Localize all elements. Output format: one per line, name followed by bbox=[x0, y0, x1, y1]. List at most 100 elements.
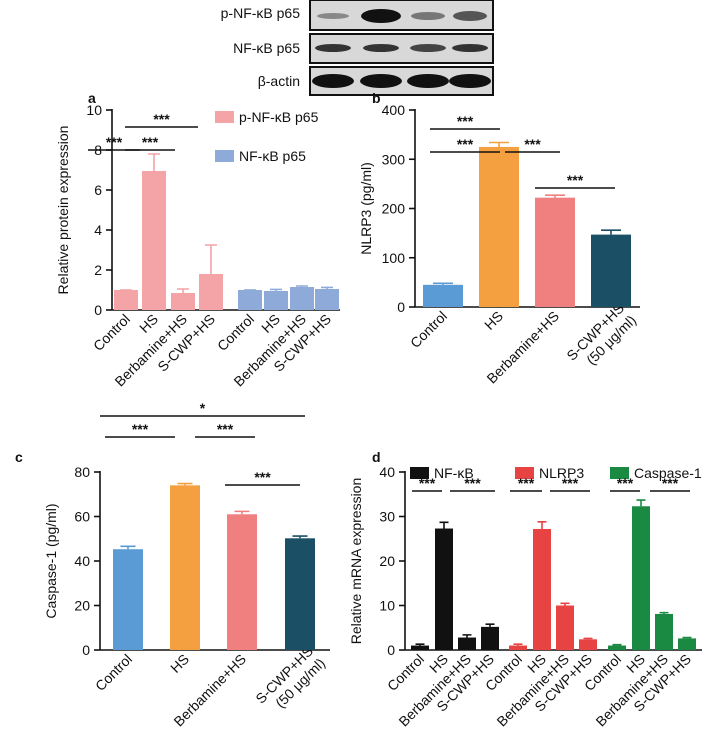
bar bbox=[227, 514, 257, 650]
blot-band bbox=[315, 44, 351, 52]
significance-label: *** bbox=[457, 136, 474, 152]
panel-label: b bbox=[372, 90, 381, 106]
legend-label: Caspase-1 bbox=[634, 465, 702, 481]
significance-label: *** bbox=[457, 113, 474, 129]
error-bar bbox=[583, 637, 593, 640]
error-bar bbox=[485, 623, 495, 627]
x-tick-label: S-CWP+HS(50 μg/ml) bbox=[563, 300, 639, 376]
blot-band bbox=[361, 9, 401, 23]
y-tick-label: 4 bbox=[94, 222, 102, 238]
bar bbox=[509, 645, 527, 650]
bar bbox=[579, 639, 597, 650]
y-tick-label: 100 bbox=[382, 250, 406, 266]
panel-label: a bbox=[88, 90, 96, 106]
bar bbox=[114, 290, 138, 310]
error-bar bbox=[415, 643, 425, 646]
error-bar bbox=[513, 643, 523, 646]
legend-label: p-NF-κB p65 bbox=[239, 109, 319, 125]
x-tick-label: Control bbox=[407, 308, 450, 351]
legend-label: NF-κB p65 bbox=[239, 148, 306, 164]
bar bbox=[608, 645, 626, 650]
error-bar bbox=[489, 141, 509, 147]
bar bbox=[655, 613, 673, 650]
y-tick-label: 10 bbox=[86, 102, 102, 118]
x-tick-label: S-CWP+HS(50 μg/ml) bbox=[252, 643, 328, 719]
error-bar bbox=[545, 194, 565, 198]
error-bar bbox=[682, 636, 692, 639]
bar bbox=[481, 626, 499, 650]
y-axis-title: Caspase-1 (pg/ml) bbox=[43, 503, 59, 618]
y-tick-label: 6 bbox=[94, 182, 102, 198]
blot-label: NF-κB p65 bbox=[233, 40, 300, 56]
legend-swatch bbox=[215, 150, 234, 162]
y-tick-label: 20 bbox=[74, 598, 90, 614]
bar bbox=[142, 171, 166, 310]
y-tick-label: 2 bbox=[94, 262, 102, 278]
bar bbox=[285, 538, 315, 650]
blot-label: β-actin bbox=[258, 73, 300, 89]
bar bbox=[199, 274, 223, 310]
significance-label: *** bbox=[153, 111, 170, 127]
bar bbox=[678, 638, 696, 650]
blot-band bbox=[452, 44, 488, 52]
bar bbox=[171, 293, 195, 310]
y-tick-label: 0 bbox=[94, 302, 102, 318]
legend-swatch bbox=[215, 111, 234, 123]
bar bbox=[591, 234, 631, 307]
bar bbox=[533, 528, 551, 650]
bar bbox=[632, 506, 650, 650]
significance-label: *** bbox=[567, 172, 584, 188]
bar bbox=[556, 605, 574, 650]
bar bbox=[435, 528, 453, 650]
error-bar bbox=[234, 510, 250, 515]
legend-swatch bbox=[610, 467, 629, 479]
x-tick-label: Control bbox=[92, 651, 135, 694]
error-bar bbox=[560, 602, 570, 606]
significance-label: * bbox=[200, 400, 206, 416]
error-bar bbox=[601, 229, 621, 235]
western-blot: p-NF-κB p65 NF-κB p65 β-actin bbox=[221, 0, 494, 96]
x-tick-label: Control bbox=[214, 311, 257, 354]
error-bar bbox=[433, 282, 453, 285]
significance-label: *** bbox=[464, 475, 481, 491]
bar bbox=[290, 287, 314, 310]
error-bar bbox=[321, 286, 333, 289]
significance-label: *** bbox=[254, 469, 271, 485]
error-bar bbox=[177, 288, 189, 293]
error-bar bbox=[296, 285, 308, 287]
blot-band bbox=[317, 13, 349, 19]
blot-band bbox=[410, 44, 446, 52]
significance-label: *** bbox=[662, 475, 679, 491]
significance-label: *** bbox=[518, 475, 535, 491]
bar bbox=[264, 291, 288, 310]
y-axis-title: Relative protein expression bbox=[55, 126, 71, 295]
blot-band bbox=[411, 12, 445, 20]
bar bbox=[535, 197, 575, 307]
bar bbox=[113, 549, 143, 650]
blot-band bbox=[453, 11, 487, 21]
significance-label: *** bbox=[419, 475, 436, 491]
significance-label: *** bbox=[524, 136, 541, 152]
error-bar bbox=[659, 611, 669, 614]
error-bar bbox=[177, 482, 193, 486]
error-bar bbox=[120, 545, 136, 550]
x-tick-label: HS bbox=[481, 308, 506, 333]
panel-label: d bbox=[372, 449, 381, 465]
y-tick-label: 10 bbox=[379, 598, 395, 614]
y-tick-label: 200 bbox=[382, 201, 406, 217]
legend-label: NLRP3 bbox=[539, 465, 584, 481]
bar bbox=[458, 637, 476, 650]
y-axis-title: NLRP3 (pg/ml) bbox=[358, 162, 374, 255]
blot-band bbox=[449, 74, 491, 88]
bar bbox=[411, 645, 429, 650]
y-tick-label: 30 bbox=[379, 509, 395, 525]
blot-band bbox=[407, 74, 449, 88]
y-tick-label: 40 bbox=[379, 464, 395, 480]
error-bar bbox=[612, 643, 622, 646]
significance-label: *** bbox=[106, 134, 123, 150]
y-tick-label: 60 bbox=[74, 509, 90, 525]
y-tick-label: 0 bbox=[397, 299, 405, 315]
y-tick-label: 300 bbox=[382, 151, 406, 167]
error-bar bbox=[462, 634, 472, 638]
